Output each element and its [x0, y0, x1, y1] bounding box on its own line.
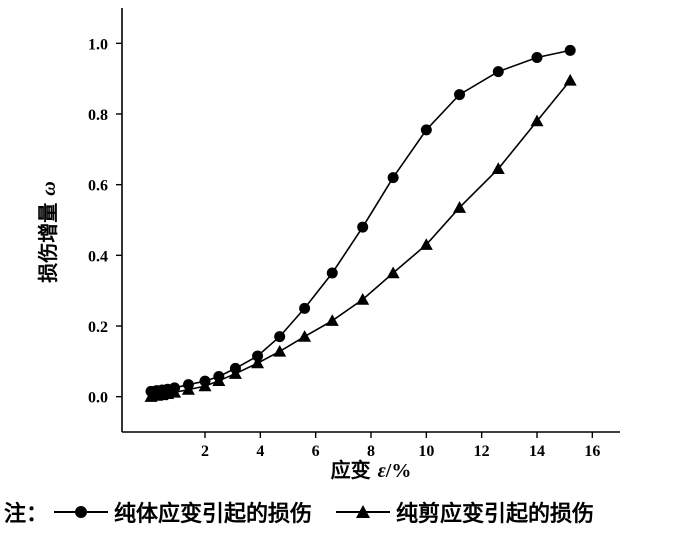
x-tick-label: 4	[256, 443, 264, 460]
x-tick-label: 14	[529, 443, 545, 460]
legend-circle-marker-icon	[54, 506, 109, 518]
x-tick-label: 6	[312, 443, 320, 460]
x-tick-label: 16	[584, 443, 600, 460]
data-point-triangle	[168, 385, 182, 398]
data-point-triangle	[212, 374, 226, 386]
series-line	[150, 49, 571, 393]
x-axis-symbol: ε	[378, 460, 387, 482]
data-point-triangle	[419, 238, 433, 250]
note-prefix: 注：	[4, 502, 49, 527]
y-axis-symbol: ω	[38, 181, 60, 195]
x-tick-label: 8	[367, 443, 375, 460]
data-point-circle	[531, 51, 543, 63]
legend-item-shear: 纯剪应变引起的损伤	[396, 502, 595, 527]
data-point-triangle	[273, 344, 287, 357]
data-point-circle	[387, 172, 399, 184]
data-point-triangle	[251, 356, 265, 369]
x-tick-label: 2	[201, 443, 209, 460]
x-axis-label: 应变 ε/%	[331, 458, 412, 482]
data-point-circle	[299, 302, 311, 314]
data-point-triangle	[228, 367, 242, 379]
x-axis-unit: /%	[385, 460, 412, 482]
data-point-circle	[564, 44, 576, 56]
series-layer	[144, 44, 577, 402]
data-point-triangle	[325, 314, 339, 326]
data-point-triangle	[198, 379, 212, 392]
data-point-triangle	[563, 73, 577, 86]
data-point-circle	[492, 66, 504, 78]
x-tick-label: 12	[474, 443, 490, 460]
data-point-triangle	[491, 162, 505, 174]
legend-note: 注： 纯体应变引起的损伤 纯剪应变引起的损伤	[4, 490, 696, 534]
series-line	[150, 79, 571, 398]
y-tick-label: 1.0	[88, 36, 108, 53]
data-point-circle	[326, 267, 338, 279]
data-point-circle	[274, 331, 286, 343]
y-tick-label: 0.4	[88, 248, 108, 265]
damage-strain-chart: 2 4 6 8 10 12 14 16 0.0 0.2 0.4 0.6 0.8 1.0 应变 ε/% 损伤…	[36, 8, 620, 482]
data-point-circle	[420, 124, 432, 136]
data-point-triangle	[453, 201, 467, 213]
data-point-triangle	[356, 293, 370, 305]
y-axis-label: 损伤增量 ω	[36, 181, 60, 282]
axes	[121, 8, 620, 433]
y-tick-label: 0.0	[88, 390, 108, 407]
y-tick-label: 0.6	[88, 178, 108, 195]
series-circle	[145, 44, 576, 397]
y-axis-label-text: 损伤增量	[36, 196, 60, 283]
x-axis-label-text: 应变	[331, 458, 378, 482]
y-tick-label: 0.2	[88, 319, 108, 336]
legend-triangle-marker-icon	[336, 505, 391, 518]
data-point-triangle	[530, 114, 544, 127]
x-tick-label: 10	[418, 443, 434, 460]
data-point-triangle	[298, 330, 312, 342]
data-point-circle	[252, 350, 264, 362]
data-point-triangle	[181, 383, 195, 395]
data-point-circle	[357, 221, 369, 233]
ticks: 2 4 6 8 10 12 14 16 0.0 0.2 0.4 0.6 0.8 1.0	[88, 36, 600, 460]
data-point-triangle	[386, 266, 400, 279]
y-tick-label: 0.8	[88, 107, 108, 124]
legend-item-volumetric: 纯体应变引起的损伤	[114, 502, 313, 527]
series-triangle	[144, 73, 577, 402]
data-point-circle	[454, 89, 466, 101]
